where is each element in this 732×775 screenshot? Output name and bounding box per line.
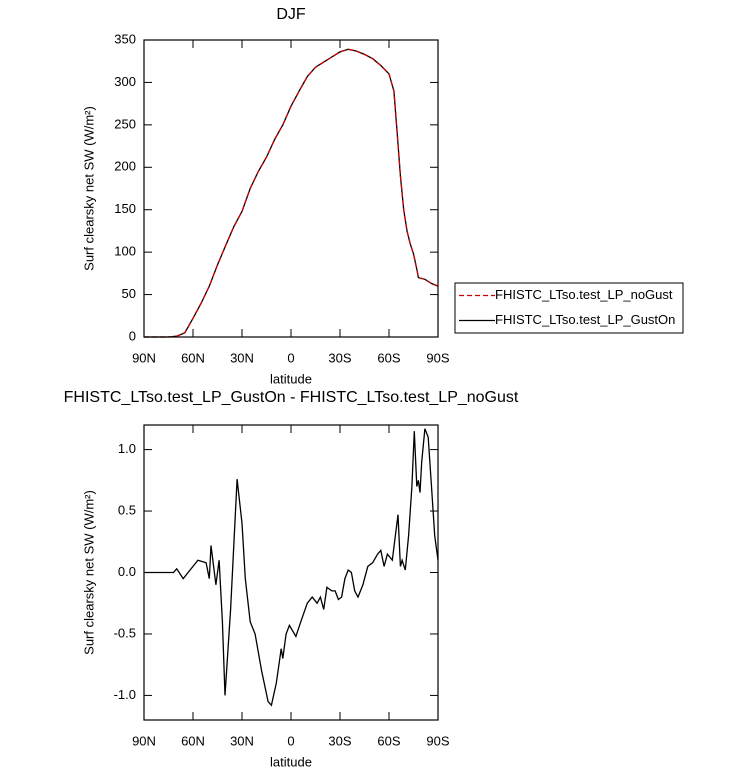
y-tick-label: 300 <box>114 74 136 89</box>
series-line <box>144 48 439 338</box>
x-tick-label: 30N <box>230 350 254 365</box>
x-tick-label: 0 <box>287 350 294 365</box>
x-axis-label: latitude <box>270 754 312 769</box>
x-tick-label: 90S <box>426 733 449 748</box>
x-tick-label: 90N <box>132 733 156 748</box>
x-tick-label: 30S <box>328 350 351 365</box>
y-tick-label: 200 <box>114 159 136 174</box>
x-tick-label: 30N <box>230 733 254 748</box>
y-tick-label: 150 <box>114 201 136 216</box>
y-tick-label: -1.0 <box>114 687 136 702</box>
legend-box <box>454 282 684 334</box>
legend-label: FHISTC_LTso.test_LP_GustOn <box>495 312 675 327</box>
x-tick-label: 0 <box>287 733 294 748</box>
plot-frame <box>143 424 439 721</box>
y-tick-label: 1.0 <box>118 441 136 456</box>
x-tick-label: 30S <box>328 733 351 748</box>
y-tick-label: 0.0 <box>118 564 136 579</box>
x-tick-label: 90S <box>426 350 449 365</box>
y-axis-label: Surf clearsky net SW (W/m²) <box>81 106 96 271</box>
chart-title: DJF <box>276 6 306 23</box>
x-tick-label: 60S <box>377 733 400 748</box>
y-tick-label: -0.5 <box>114 625 136 640</box>
chart-title: FHISTC_LTso.test_LP_GustOn - FHISTC_LTso… <box>64 389 519 406</box>
y-axis-label: Surf clearsky net SW (W/m²) <box>81 490 96 655</box>
x-axis-label: latitude <box>270 371 312 386</box>
legend-label: FHISTC_LTso.test_LP_noGust <box>495 287 673 302</box>
x-tick-label: 60S <box>377 350 400 365</box>
y-tick-label: 50 <box>122 286 136 301</box>
y-tick-label: 100 <box>114 244 136 259</box>
y-tick-label: 0.5 <box>118 502 136 517</box>
x-tick-label: 90N <box>132 350 156 365</box>
x-tick-label: 60N <box>181 733 205 748</box>
x-tick-label: 60N <box>181 350 205 365</box>
y-tick-label: 0 <box>129 328 136 343</box>
y-tick-label: 350 <box>114 31 136 46</box>
y-tick-label: 250 <box>114 116 136 131</box>
plot-frame <box>143 39 439 338</box>
series-line <box>144 428 439 707</box>
